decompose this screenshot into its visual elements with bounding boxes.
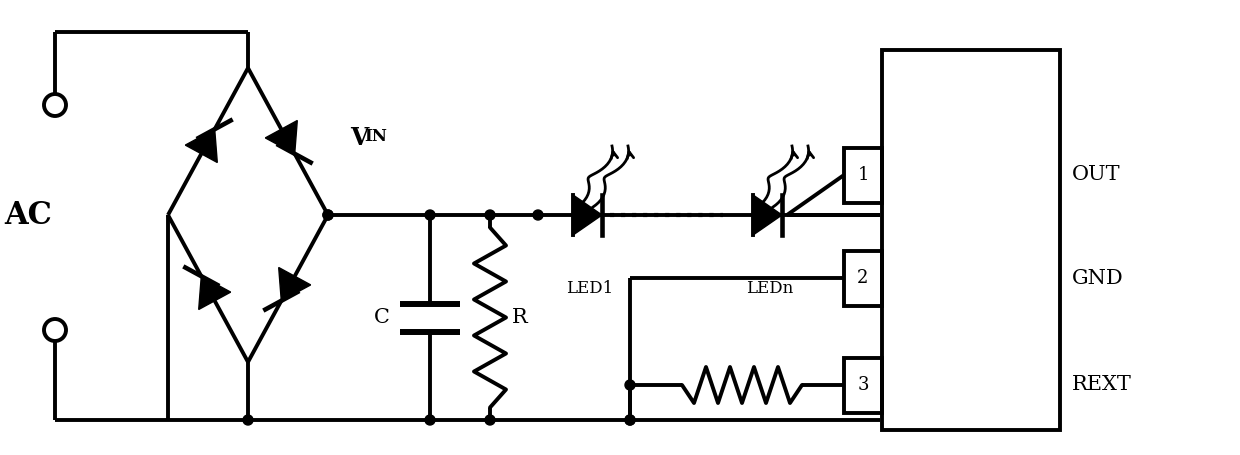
Text: C: C	[374, 308, 391, 327]
Text: V: V	[350, 126, 368, 150]
Text: 1: 1	[857, 166, 869, 184]
Circle shape	[485, 415, 495, 425]
Bar	[844, 251, 882, 306]
Circle shape	[625, 415, 635, 425]
Text: R: R	[512, 308, 528, 327]
Text: AC: AC	[4, 199, 52, 231]
Circle shape	[625, 380, 635, 390]
Polygon shape	[185, 129, 217, 162]
Circle shape	[485, 210, 495, 220]
Polygon shape	[279, 268, 311, 301]
Bar	[844, 358, 882, 413]
Polygon shape	[754, 195, 782, 235]
Text: GND: GND	[1073, 268, 1123, 288]
Polygon shape	[198, 276, 231, 309]
Polygon shape	[573, 195, 601, 235]
Circle shape	[425, 415, 435, 425]
Polygon shape	[265, 121, 298, 154]
Circle shape	[322, 210, 334, 220]
Text: 2: 2	[857, 269, 869, 287]
Text: LED1: LED1	[567, 280, 614, 297]
Circle shape	[533, 210, 543, 220]
Circle shape	[243, 415, 253, 425]
Text: OUT: OUT	[1073, 166, 1121, 184]
Text: IN: IN	[365, 128, 387, 145]
Text: LEDn: LEDn	[746, 280, 794, 297]
Circle shape	[625, 415, 635, 425]
Circle shape	[322, 210, 334, 220]
Bar	[844, 148, 882, 203]
Text: REXT: REXT	[1073, 375, 1132, 394]
Text: 3: 3	[857, 376, 869, 394]
Circle shape	[425, 210, 435, 220]
Bar	[882, 50, 1060, 430]
